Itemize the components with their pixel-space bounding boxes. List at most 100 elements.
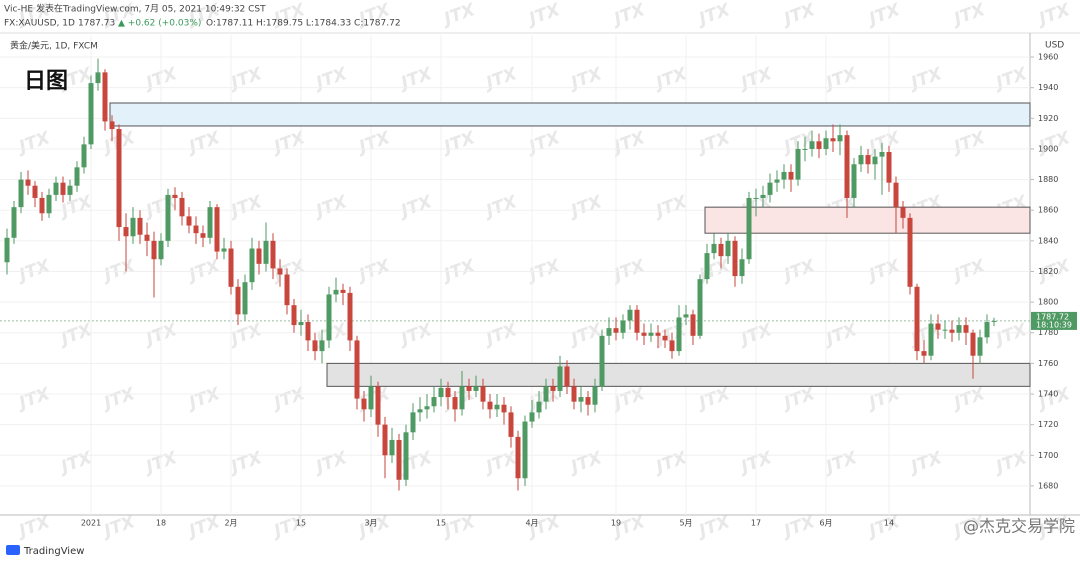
candle-body <box>179 197 185 217</box>
price-zone <box>109 102 1031 127</box>
candle-body <box>25 179 31 186</box>
candle-body <box>949 329 955 333</box>
candle-body <box>662 335 668 341</box>
y-tick-label: 1800 <box>1038 298 1058 307</box>
candle-body <box>858 155 864 165</box>
candle-body <box>508 412 514 437</box>
y-tick-label: 1900 <box>1038 144 1058 153</box>
candle-body <box>256 248 262 264</box>
candle-body <box>424 406 430 410</box>
annotation: 日图 <box>24 69 68 94</box>
candle-body <box>410 412 416 433</box>
candle-body <box>921 351 927 356</box>
candle-body <box>361 398 367 410</box>
candle-body <box>165 194 171 241</box>
candle-body <box>263 240 269 264</box>
header-line: Vic-HE 发表在TradingView.com, 7月 05, 2021 1… <box>4 3 266 15</box>
candle-body <box>536 401 542 413</box>
candle-body <box>529 412 535 422</box>
candle-body <box>970 332 976 356</box>
candle-body <box>228 248 234 287</box>
candle-body <box>221 248 227 252</box>
x-tick-label: 5月 <box>679 519 692 528</box>
x-tick-label: 17 <box>751 519 761 528</box>
candle-body <box>809 141 815 149</box>
candle-body <box>417 409 423 413</box>
candle-body <box>137 217 143 235</box>
x-tick-label: 15 <box>436 519 446 528</box>
header-symbol: FX:XAUUSD, 1D <box>4 19 75 29</box>
candle-body <box>928 323 934 356</box>
candle-body <box>634 309 640 333</box>
candle-body <box>18 179 24 208</box>
candle-body <box>739 259 745 277</box>
header-change: ▲ +0.62 (+0.03%) <box>118 19 201 29</box>
candle-body <box>473 386 479 391</box>
x-tick-label: 19 <box>611 519 621 528</box>
candle-body <box>872 156 878 165</box>
candle-body <box>557 366 563 391</box>
header-ohlc: O:1787.11 H:1789.75 L:1784.33 C:1787.72 <box>206 19 401 29</box>
candle-body <box>879 152 885 157</box>
candle-body <box>466 386 472 391</box>
candle-body <box>382 424 388 456</box>
y-tick-label: 1780 <box>1038 328 1058 337</box>
candle-body <box>774 179 780 183</box>
candle-body <box>844 135 850 198</box>
candle-body <box>683 314 689 318</box>
candle-body <box>494 404 500 410</box>
candle-body <box>711 243 717 254</box>
candle-body <box>893 182 899 208</box>
y-tick-label: 1880 <box>1038 175 1058 184</box>
candle-body <box>312 340 318 352</box>
candle-body <box>158 240 164 260</box>
y-tick-label: 1940 <box>1038 83 1058 92</box>
candle-body <box>690 314 696 336</box>
y-tick-label: 1820 <box>1038 267 1058 276</box>
candle-body <box>984 322 990 338</box>
y-axis-label: USD <box>1045 41 1064 51</box>
x-tick-label: 14 <box>884 519 894 528</box>
candle-body <box>942 329 948 331</box>
candle-body <box>396 439 402 480</box>
header-price: 1787.73 <box>78 19 115 29</box>
candle-body <box>963 325 969 333</box>
y-tick-label: 1680 <box>1038 481 1058 490</box>
candle-body <box>305 322 311 341</box>
x-tick-label: 4月 <box>525 519 538 528</box>
candle-body <box>333 289 339 295</box>
x-tick-label: 2021 <box>81 519 101 528</box>
candle-body <box>487 401 493 410</box>
y-tick-label: 1960 <box>1038 53 1058 62</box>
y-tick-label: 1860 <box>1038 206 1058 215</box>
price-zone <box>326 362 1031 387</box>
candle-body <box>865 155 871 165</box>
last-price-box <box>1031 311 1077 330</box>
candle-body <box>515 436 521 479</box>
candle-body <box>837 135 843 142</box>
x-tick-label: 15 <box>296 519 306 528</box>
candle-body <box>326 294 332 341</box>
candle-body <box>725 240 731 257</box>
candle-body <box>193 225 199 234</box>
candle-body <box>501 404 507 413</box>
candle-body <box>319 340 325 352</box>
candle-body <box>186 216 192 226</box>
candle-body <box>354 340 360 399</box>
candle-body <box>991 320 997 322</box>
candle-body <box>935 323 941 330</box>
candle-body <box>32 185 38 198</box>
countdown-label: 18:10:39 <box>1036 320 1072 329</box>
candle-body <box>172 194 178 198</box>
candle-body <box>298 322 304 326</box>
candle-body <box>676 317 682 352</box>
candle-body <box>585 397 591 405</box>
candle-body <box>431 397 437 407</box>
candle-body <box>340 289 346 293</box>
candle-body <box>123 227 129 237</box>
x-tick-label: 18 <box>156 519 166 528</box>
y-tick-label: 1720 <box>1038 420 1058 429</box>
candle-body <box>74 167 80 186</box>
candle-body <box>11 207 17 238</box>
